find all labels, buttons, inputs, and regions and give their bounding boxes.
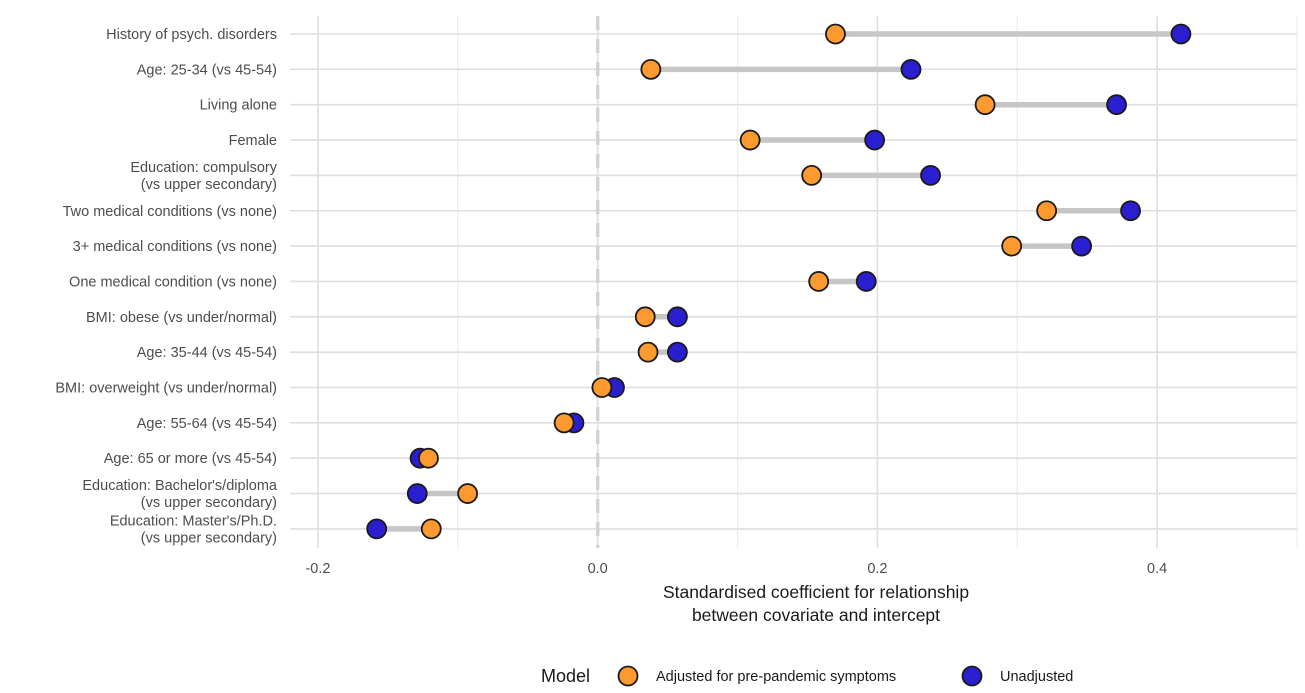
x-tick-label: 0.2 (867, 561, 887, 577)
legend-label: Adjusted for pre-pandemic symptoms (656, 669, 896, 685)
category-label: Education: compulsory (130, 160, 277, 176)
point-layer (366, 23, 1192, 540)
category-label: Two medical conditions (vs none) (63, 204, 277, 220)
point-unadjusted (1071, 235, 1093, 257)
category-label: BMI: obese (vs under/normal) (86, 310, 277, 326)
tick-label-layer: -0.2 0.0 0.2 0.4 (305, 561, 1167, 577)
point-adjusted (457, 483, 479, 504)
category-label: Female (229, 133, 277, 149)
point-adjusted (591, 377, 613, 398)
category-label: 3+ medical conditions (vs none) (73, 239, 277, 255)
point-unadjusted (1106, 94, 1127, 116)
point-unadjusted (855, 271, 877, 292)
category-label: Age: 55-64 (vs 45-54) (137, 416, 277, 432)
point-unadjusted (667, 306, 688, 328)
x-tick-label: 0.4 (1147, 561, 1167, 577)
point-adjusted (974, 94, 996, 116)
point-unadjusted (864, 129, 886, 151)
legend-key (617, 665, 639, 687)
category-label-layer: History of psych. disorders Age: 25-34 (v… (55, 27, 278, 546)
category-label: Living alone (200, 98, 277, 114)
point-adjusted (739, 129, 761, 151)
point-adjusted (634, 306, 656, 328)
x-axis-title-line: Standardised coefficient for relationshi… (663, 582, 969, 602)
category-label: Age: 65 or more (vs 45-54) (104, 451, 277, 467)
category-label: One medical condition (vs none) (69, 274, 277, 290)
legend-label: Unadjusted (1000, 669, 1073, 685)
grid-layer (290, 16, 1298, 548)
x-tick-label: -0.2 (305, 561, 330, 577)
category-label: (vs upper secondary) (141, 530, 277, 546)
category-label: (vs upper secondary) (141, 177, 277, 193)
point-adjusted (640, 58, 662, 80)
point-unadjusted (667, 341, 688, 363)
x-tick-label: 0.0 (588, 561, 608, 577)
point-adjusted (825, 23, 846, 45)
point-unadjusted (366, 518, 388, 540)
point-unadjusted (406, 483, 428, 504)
point-adjusted (418, 447, 439, 469)
category-label: (vs upper secondary) (141, 495, 277, 511)
category-label: Education: Master's/Ph.D. (110, 513, 277, 529)
x-axis-title-line: between covariate and intercept (692, 605, 940, 625)
point-adjusted (637, 341, 659, 363)
point-adjusted (553, 412, 575, 434)
legend: Model Adjusted for pre-pandemic symptoms U… (541, 665, 1073, 687)
category-label: Age: 25-34 (vs 45-54) (137, 62, 277, 78)
x-axis-title: Standardised coefficient for relationshi… (663, 582, 969, 625)
category-label: Education: Bachelor's/diploma (82, 478, 278, 494)
category-label: History of psych. disorders (106, 27, 277, 43)
point-adjusted (420, 518, 442, 540)
point-unadjusted (1120, 200, 1141, 222)
point-adjusted (801, 164, 823, 186)
point-adjusted (1001, 235, 1023, 257)
legend-key (961, 665, 983, 687)
point-unadjusted (1170, 23, 1192, 45)
point-adjusted (808, 271, 830, 292)
legend-title: Model (541, 666, 590, 686)
category-label: Age: 35-44 (vs 45-54) (137, 345, 277, 361)
point-unadjusted (920, 164, 941, 186)
category-label: BMI: overweight (vs under/normal) (55, 381, 277, 397)
point-unadjusted (900, 58, 922, 80)
point-adjusted (1036, 200, 1058, 222)
